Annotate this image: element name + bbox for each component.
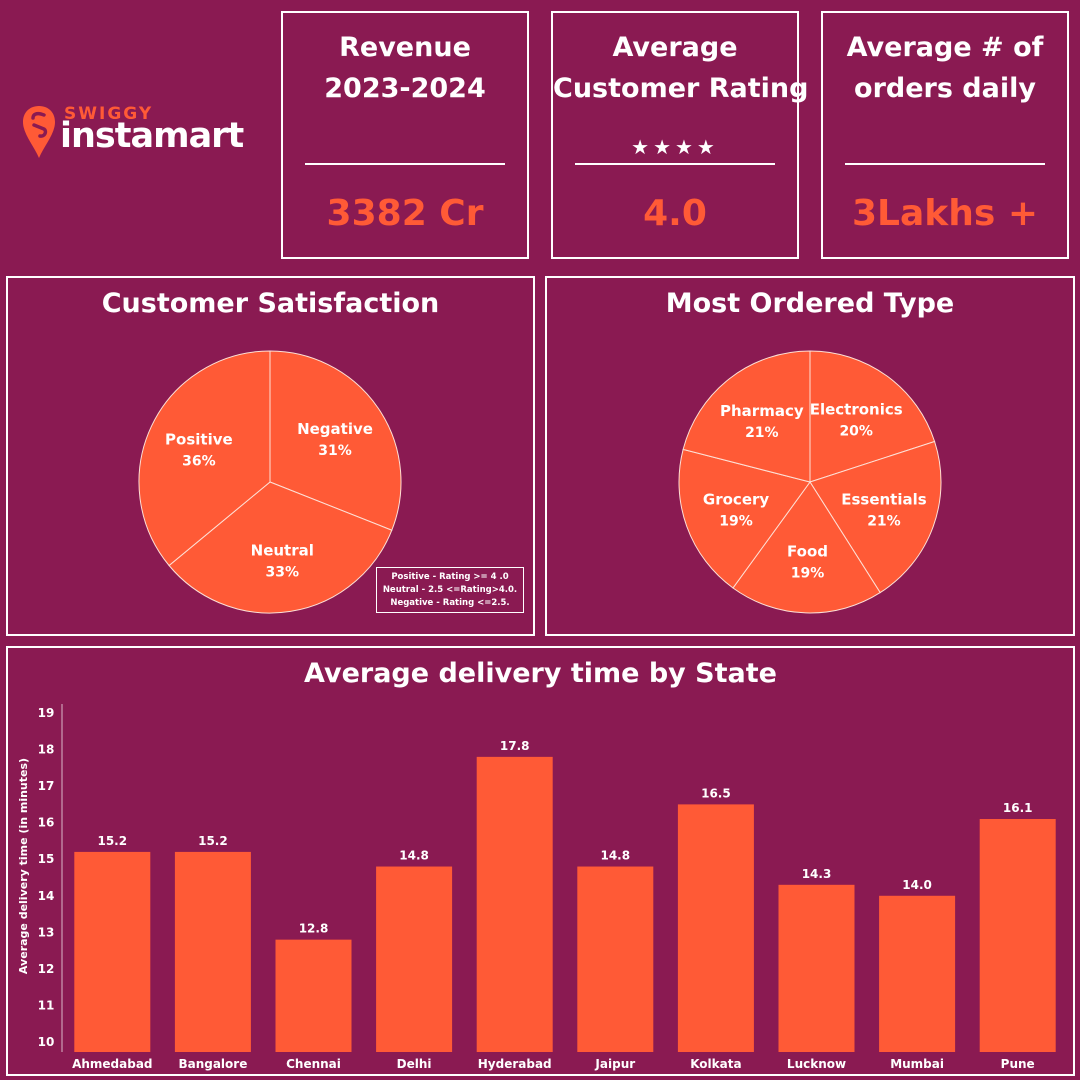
panel-title: Customer Satisfaction [101, 288, 440, 319]
kpi-title-line: Revenue [339, 32, 471, 63]
kpi-divider [305, 163, 505, 165]
brand-small-text: SWIGGY [64, 104, 154, 124]
satisfaction-legend: Positive - Rating >= 4 .0 Neutral - 2.5 … [376, 567, 524, 613]
kpi-value: 4.0 [643, 193, 707, 234]
panel-title: Most Ordered Type [665, 288, 955, 319]
panel-title: Average delivery time by State [304, 658, 777, 689]
legend-line: Positive - Rating >= 4 .0 [391, 572, 509, 582]
most-ordered-type-panel: Most Ordered Type [545, 276, 1075, 636]
kpi-title: Average # of orders daily [823, 27, 1067, 109]
kpi-value: 3382 Cr [326, 193, 484, 234]
brand-pin-icon [23, 106, 55, 158]
legend-line: Negative - Rating <=2.5. [390, 598, 510, 608]
kpi-value: 3Lakhs + [852, 193, 1038, 234]
delivery-time-panel: Average delivery time by State [6, 646, 1075, 1076]
kpi-title-line: Average # of [846, 32, 1044, 63]
kpi-title-line: Average [612, 32, 738, 63]
kpi-divider [575, 163, 775, 165]
kpi-card-rating: Average Customer Rating ★★★★ 4.0 [551, 11, 809, 259]
kpi-title: Average Customer Rating [553, 27, 809, 109]
legend-line: Neutral - 2.5 <=Rating>4.0. [382, 585, 518, 595]
brand-big-text: instamart [60, 116, 244, 156]
kpi-card-orders: Average # of orders daily 3Lakhs + [821, 11, 1069, 259]
kpi-divider [845, 163, 1045, 165]
kpi-title-line: 2023-2024 [324, 73, 486, 104]
kpi-title: Revenue 2023-2024 [283, 27, 527, 109]
brand-logo: SWIGGY instamart [22, 100, 262, 170]
rating-stars: ★★★★ [631, 135, 719, 159]
kpi-title-line: Customer Rating [553, 73, 809, 104]
kpi-card-revenue: Revenue 2023-2024 3382 Cr [281, 11, 529, 259]
customer-satisfaction-panel: Customer Satisfaction [6, 276, 535, 636]
kpi-title-line: orders daily [854, 73, 1036, 104]
